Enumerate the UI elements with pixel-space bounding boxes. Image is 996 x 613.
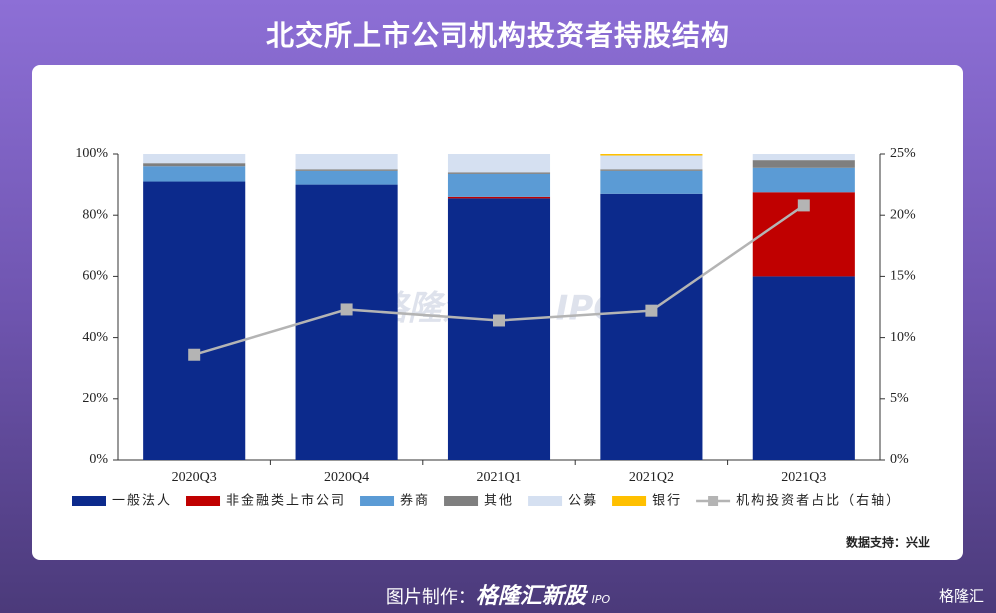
y2-tick-label: 0%	[890, 452, 909, 467]
y-tick-label: 60%	[82, 269, 108, 284]
legend-swatch	[444, 496, 479, 506]
legend-label: 一般法人	[112, 493, 172, 509]
bar-segment	[600, 170, 703, 194]
bar-segment	[752, 167, 855, 193]
bar-segment	[752, 154, 855, 161]
legend-label: 非金融类上市公司	[226, 493, 346, 509]
bar-segment	[600, 193, 703, 460]
bar-segment	[447, 154, 551, 173]
legend-swatch	[72, 496, 106, 506]
y2-tick-label: 20%	[890, 207, 916, 222]
bar-segment	[143, 163, 246, 167]
legend-swatch	[360, 496, 395, 506]
legend-label: 机构投资者占比（右轴）	[736, 493, 901, 509]
x-tick-label: 2021Q1	[476, 470, 521, 485]
x-tick-label: 2021Q3	[781, 470, 826, 485]
bar-segment	[295, 170, 398, 185]
x-tick-label: 2020Q4	[324, 470, 369, 485]
bar-segment	[447, 173, 551, 197]
y-tick-label: 20%	[82, 391, 108, 406]
legend-swatch	[186, 496, 221, 506]
bar-segment	[143, 181, 246, 461]
x-tick-label: 2021Q2	[629, 470, 674, 485]
logo: 格隆汇	[938, 587, 984, 605]
y2-tick-label: 15%	[890, 269, 916, 284]
y-tick-label: 0%	[89, 452, 108, 467]
legend-label: 银行	[652, 494, 682, 509]
y-tick-label: 40%	[82, 330, 108, 345]
x-tick-label: 2020Q3	[172, 470, 217, 485]
footer-tag: IPO	[591, 593, 611, 606]
line-marker	[645, 304, 658, 317]
bar-segment	[447, 198, 551, 460]
line-marker	[340, 303, 353, 316]
bar-segment	[143, 166, 246, 182]
legend-swatch	[708, 496, 719, 506]
line-marker	[493, 314, 505, 327]
bar-segment	[447, 196, 551, 199]
bar-segment	[295, 184, 398, 460]
bar-segment	[752, 160, 855, 168]
bar-segment	[295, 169, 398, 171]
bar-segment	[600, 154, 703, 156]
y-tick-label: 100%	[75, 146, 108, 161]
bar-segment	[600, 169, 703, 171]
bar-segment	[447, 172, 551, 174]
line-marker	[188, 348, 201, 361]
bar-segment	[295, 154, 398, 170]
y2-tick-label: 25%	[890, 146, 916, 161]
legend-label: 公募	[568, 494, 598, 509]
page-title: 北交所上市公司机构投资者持股结构	[265, 19, 730, 52]
footer-brand: 格隆汇新股	[475, 584, 586, 609]
source: 数据支持：兴业	[846, 535, 930, 550]
y2-tick-label: 5%	[890, 391, 909, 406]
bar-segment	[143, 154, 246, 164]
bar-segment	[600, 155, 703, 170]
y-tick-label: 80%	[82, 207, 108, 222]
bar-segment	[752, 276, 855, 460]
legend-label: 券商	[400, 493, 430, 509]
footer-credit: 图片制作：	[385, 587, 476, 608]
legend-label: 其他	[484, 494, 514, 509]
y2-tick-label: 10%	[890, 330, 916, 345]
line-marker	[797, 199, 810, 212]
legend-swatch	[528, 496, 563, 506]
footer: 图片制作：格隆汇新股 IPO	[0, 578, 996, 610]
legend-swatch	[612, 496, 647, 506]
